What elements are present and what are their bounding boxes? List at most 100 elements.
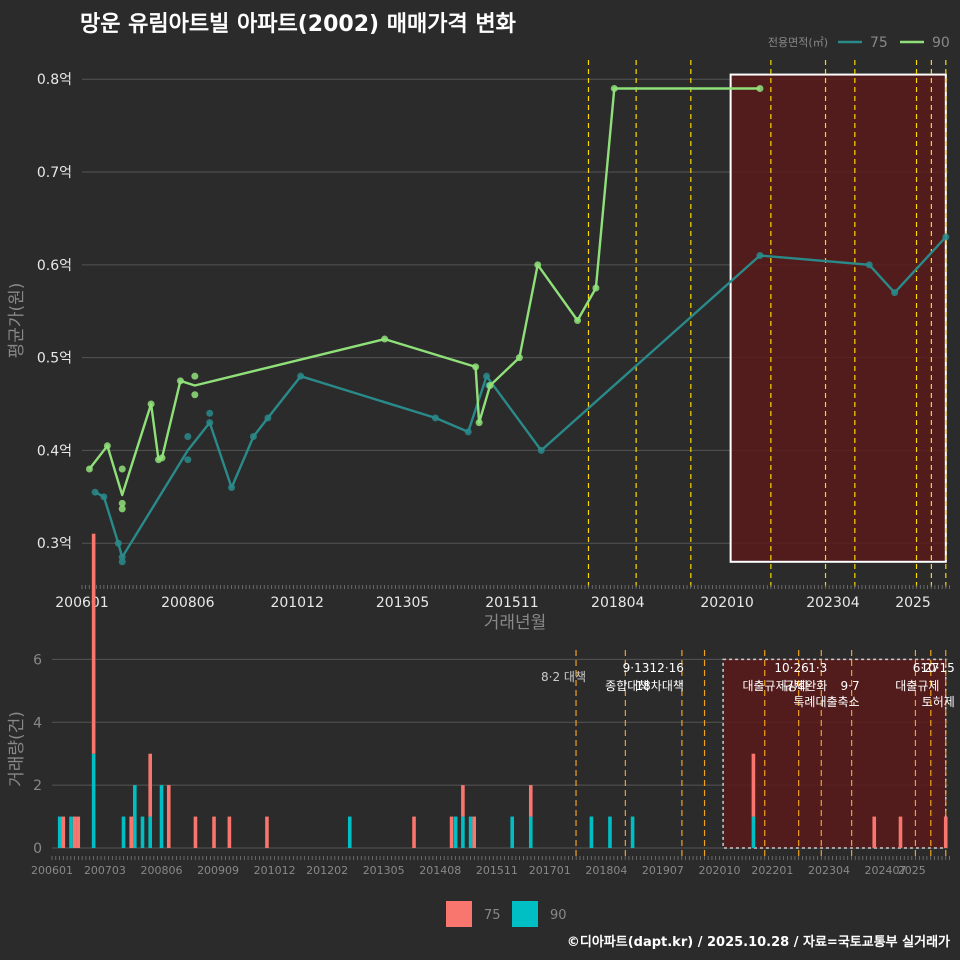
data-point-75	[249, 433, 257, 441]
data-point-75	[464, 428, 472, 436]
policy-name-label: 18차대책	[636, 678, 684, 693]
data-point-90	[475, 419, 483, 427]
data-point-90	[756, 84, 764, 92]
bar-x-tick-label: 201511	[476, 864, 518, 877]
legend-label-90: 90	[932, 35, 950, 51]
data-point-90	[610, 84, 618, 92]
bar-75	[193, 816, 198, 848]
bar-90	[453, 816, 458, 848]
bar-90	[121, 816, 126, 848]
bar-x-tick-label: 201907	[642, 864, 684, 877]
bar-x-tick-label: 201804	[585, 864, 627, 877]
bar-90	[461, 816, 465, 848]
bar-75	[898, 816, 903, 848]
bar-90	[69, 816, 73, 848]
bar-90	[528, 816, 533, 848]
x-tick-label: 201511	[485, 595, 538, 611]
bar-75	[227, 816, 232, 848]
bar-75	[166, 785, 171, 848]
data-point-90	[534, 261, 542, 269]
bar-75	[943, 816, 948, 848]
policy-name-label: 대출규제	[895, 679, 939, 693]
bar-legend-label-90: 90	[550, 908, 567, 923]
bar-75	[91, 533, 96, 723]
policy-name-label: 토허제	[922, 695, 955, 709]
data-point-90	[118, 499, 126, 507]
bar-75	[461, 785, 465, 817]
bar-75	[61, 816, 66, 848]
bar-x-tick-label: 200601	[31, 864, 73, 877]
data-point-75	[891, 289, 899, 297]
bar-75	[472, 816, 477, 848]
bar-x-tick-label: 202304	[808, 864, 850, 877]
policy-name-label: 규제완화	[783, 679, 827, 693]
policy-date-label: 1·3	[808, 661, 827, 675]
data-point-90	[85, 465, 93, 473]
bar-y-axis-title: 거래량(건)	[7, 711, 27, 787]
bar-x-tick-label: 201305	[363, 864, 405, 877]
data-point-75	[865, 261, 873, 269]
x-tick-label: 202010	[700, 595, 753, 611]
policy-date-label: 6·27	[913, 661, 940, 675]
policy-name-label: 대출규제강화	[742, 679, 808, 693]
data-point-90	[515, 354, 523, 362]
x-tick-label: 202304	[806, 595, 860, 611]
x-tick-label: 201012	[270, 595, 323, 611]
data-point-90	[381, 335, 389, 343]
data-point-75	[184, 433, 192, 441]
bar-x-tick-label: 201012	[254, 864, 296, 877]
bar-75	[265, 816, 269, 848]
bar-90	[148, 816, 152, 848]
data-point-90	[158, 454, 166, 462]
bar-75	[872, 816, 877, 848]
data-point-90	[147, 400, 155, 408]
y-tick-label: 0.8억	[37, 72, 72, 88]
y-tick-label: 0.4억	[37, 443, 72, 459]
x-tick-label: 2025	[895, 595, 931, 611]
policy-date-label: 9·7	[841, 679, 860, 693]
bar-legend-swatch-75	[446, 901, 472, 927]
data-point-90	[176, 377, 184, 385]
x-tick-label: 201305	[376, 595, 429, 611]
policy-name-label: 종합대책	[605, 678, 649, 693]
bar-x-tick-label: 201701	[529, 864, 571, 877]
data-point-75	[431, 414, 439, 422]
bar-90	[159, 785, 164, 848]
x-axis-title: 거래년월	[484, 613, 547, 633]
policy-date-label: 10·26	[774, 661, 808, 675]
data-point-75	[264, 414, 272, 422]
bar-x-tick-label: 202407	[865, 864, 907, 877]
series-line-90	[88, 87, 760, 497]
bar-75	[148, 753, 152, 817]
legend-label-75: 75	[870, 35, 888, 51]
x-tick-label: 201804	[591, 595, 645, 611]
bar-75	[76, 816, 81, 848]
x-tick-label: 200601	[55, 595, 108, 611]
data-point-75	[297, 372, 305, 380]
bar-x-tick-label: 201202	[306, 864, 348, 877]
y-tick-label: 0.5억	[37, 351, 72, 367]
bar-90	[57, 816, 62, 848]
data-point-75	[184, 456, 192, 464]
data-point-75	[91, 488, 99, 496]
bar-x-tick-label: 200703	[84, 864, 126, 877]
data-point-90	[592, 284, 600, 292]
bar-highlight-region	[722, 658, 947, 849]
bar-legend-swatch-90	[512, 901, 538, 927]
highlight-region	[729, 73, 947, 563]
bar-75	[528, 785, 533, 817]
policy-name-label: 8·2 대책	[541, 669, 586, 684]
data-point-75	[537, 446, 545, 454]
y-tick-label: 0.3억	[37, 536, 72, 552]
policy-date-label: 12·16	[650, 661, 684, 675]
bar-75	[412, 816, 416, 848]
bar-75	[129, 816, 133, 848]
data-point-90	[472, 363, 480, 371]
data-point-90	[103, 442, 111, 450]
data-point-90	[118, 505, 126, 513]
data-point-75	[483, 372, 491, 380]
bar-75	[751, 753, 756, 817]
data-point-75	[206, 419, 214, 427]
data-point-90	[191, 391, 199, 399]
policy-name-label: 특례대출축소	[793, 695, 859, 709]
